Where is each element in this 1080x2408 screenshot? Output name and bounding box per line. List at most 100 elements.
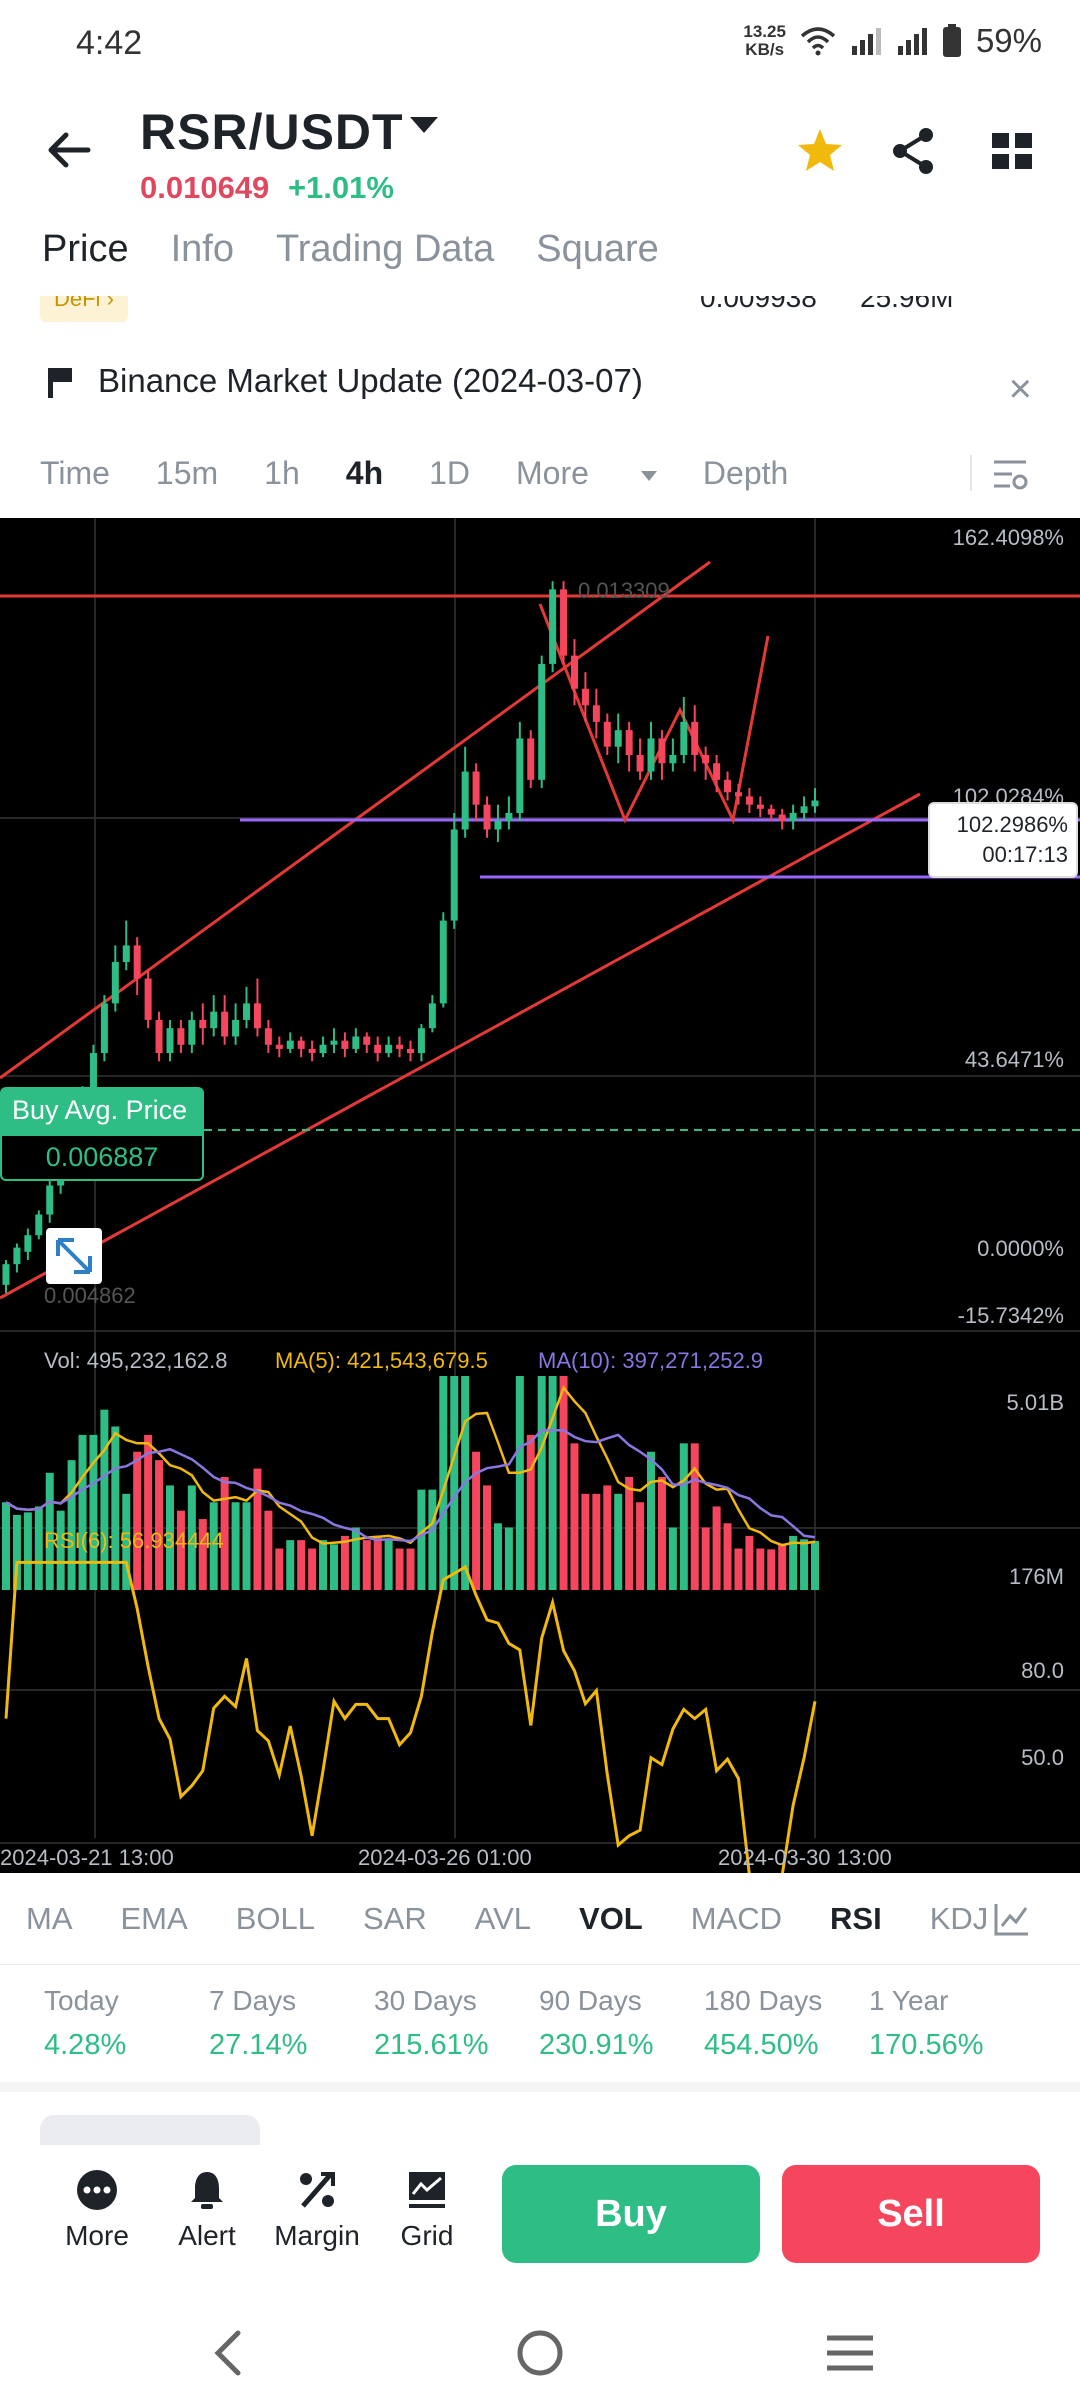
volume-bar xyxy=(690,1443,699,1590)
interval-time[interactable]: Time xyxy=(40,455,110,491)
nav-home-icon[interactable] xyxy=(515,2328,565,2378)
indicator-ema[interactable]: EMA xyxy=(120,1900,188,1936)
volume-bar xyxy=(242,1502,251,1590)
page-tabs: Price Info Trading Data Square xyxy=(42,228,659,271)
info-value-1: 0.009938 xyxy=(700,296,817,313)
volume-bar xyxy=(165,1485,174,1590)
period-180d: 180 Days 454.50% xyxy=(704,1985,823,2061)
defi-tag[interactable]: DeFi › xyxy=(40,296,128,322)
indicator-rsi[interactable]: RSI xyxy=(830,1900,882,1936)
volume-bar xyxy=(286,1540,295,1590)
news-title[interactable]: Binance Market Update (2024-03-07) xyxy=(98,362,643,399)
chart-canvas[interactable]: 162.4098% 102.0284% 43.6471% 0.0000% -15… xyxy=(0,518,1080,1873)
candle-body xyxy=(199,1019,207,1029)
volume-bar xyxy=(472,1451,481,1590)
indicator-macd[interactable]: MACD xyxy=(690,1900,783,1936)
pattern-polyline[interactable] xyxy=(538,603,770,825)
volume-bar xyxy=(756,1548,765,1590)
candle-body xyxy=(767,808,775,815)
indicator-ma[interactable]: MA xyxy=(26,1900,73,1936)
volume-bar xyxy=(811,1540,819,1590)
chart-settings-icon[interactable] xyxy=(990,454,1030,494)
interval-4h[interactable]: 4h xyxy=(345,455,384,491)
volume-bar xyxy=(778,1543,787,1590)
channel-lower-line[interactable] xyxy=(0,792,921,1300)
nav-back-icon[interactable] xyxy=(208,2328,248,2378)
nav-recents-icon[interactable] xyxy=(825,2332,875,2374)
volume-bar xyxy=(275,1548,284,1590)
price-line: 0.010649 +1.01% xyxy=(140,170,394,206)
indicator-boll[interactable]: BOLL xyxy=(235,1900,315,1936)
sell-button[interactable]: Sell xyxy=(782,2165,1040,2263)
order-book-tab-stub[interactable] xyxy=(40,2115,260,2145)
indicator-vol[interactable]: VOL xyxy=(579,1900,643,1936)
candle-body xyxy=(538,663,546,780)
tab-square[interactable]: Square xyxy=(536,228,659,270)
interval-1h[interactable]: 1h xyxy=(264,455,300,491)
period-30d: 30 Days 215.61% xyxy=(374,1985,489,2061)
buy-button[interactable]: Buy xyxy=(502,2165,760,2263)
price-chart[interactable]: 162.4098% 102.0284% 43.6471% 0.0000% -15… xyxy=(0,518,1080,1873)
candle-body xyxy=(636,754,644,772)
candle-body xyxy=(439,920,447,1004)
candle-body xyxy=(527,738,535,780)
tab-price[interactable]: Price xyxy=(42,228,129,270)
candle-body xyxy=(221,1011,229,1037)
tab-trading-data[interactable]: Trading Data xyxy=(275,228,495,270)
grid-action[interactable]: Grid xyxy=(372,2168,482,2252)
volume-bar xyxy=(144,1434,153,1590)
status-icons: 13.25 KB/s 59% xyxy=(743,22,1042,60)
candle-body xyxy=(35,1214,43,1236)
volume-bar xyxy=(668,1527,677,1590)
interval-1d[interactable]: 1D xyxy=(429,455,471,491)
volume-bar xyxy=(734,1548,743,1590)
signal-icon xyxy=(851,28,881,55)
period-1y: 1 Year 170.56% xyxy=(869,1985,984,2061)
candle-body xyxy=(625,730,633,755)
pair-dropdown-icon[interactable] xyxy=(410,117,438,133)
candle-body xyxy=(560,589,568,656)
tab-info[interactable]: Info xyxy=(170,228,234,270)
close-icon[interactable]: × xyxy=(1008,367,1032,411)
candle-body xyxy=(614,730,622,747)
indicator-sar[interactable]: SAR xyxy=(362,1900,427,1936)
favorite-star-icon[interactable] xyxy=(792,123,848,179)
volume-bar xyxy=(2,1502,10,1590)
trend-drawings[interactable] xyxy=(0,560,1080,1300)
interval-depth[interactable]: Depth xyxy=(702,455,789,491)
share-icon[interactable] xyxy=(886,123,942,179)
battery-icon xyxy=(942,24,961,57)
indicator-kdj[interactable]: KDJ xyxy=(929,1900,989,1936)
indicator-avl[interactable]: AVL xyxy=(474,1900,532,1936)
interval-more[interactable]: More xyxy=(516,455,657,492)
volume-bar xyxy=(308,1548,317,1590)
interval-15m[interactable]: 15m xyxy=(155,455,219,491)
news-banner[interactable]: Binance Market Update (2024-03-07) × xyxy=(0,350,1080,420)
indicator-settings-icon[interactable] xyxy=(992,1900,1032,1938)
pair-title[interactable]: RSR/USDT xyxy=(140,104,404,160)
rsi-legend: RSI(6): 56.934444 xyxy=(44,1528,224,1553)
volume-bar xyxy=(329,1544,338,1590)
high-price-label: 0.013309 xyxy=(578,578,670,603)
candle-body xyxy=(461,771,469,830)
current-price-pct: 102.2986% xyxy=(956,812,1068,837)
bell-icon xyxy=(191,2172,223,2209)
candle-body xyxy=(789,812,797,822)
ma10-line xyxy=(5,1429,816,1543)
volume-bar xyxy=(56,1510,65,1590)
candle-body xyxy=(297,1040,305,1049)
volume-bar xyxy=(253,1468,262,1590)
volume-bar xyxy=(515,1376,524,1590)
bottom-action-bar: More Alert Margin Grid Buy Sell xyxy=(0,2148,1080,2298)
candle-body xyxy=(417,1028,425,1054)
margin-action[interactable]: Margin xyxy=(262,2168,372,2252)
alert-action[interactable]: Alert xyxy=(152,2168,262,2252)
candle-body xyxy=(155,1019,163,1054)
back-arrow-icon[interactable] xyxy=(44,125,94,175)
grid-menu-icon[interactable] xyxy=(984,123,1040,179)
candle-body xyxy=(308,1048,316,1054)
candle-body xyxy=(756,804,764,809)
expand-icon[interactable] xyxy=(46,1228,102,1284)
candle-body xyxy=(341,1040,349,1049)
more-action[interactable]: More xyxy=(42,2168,152,2252)
